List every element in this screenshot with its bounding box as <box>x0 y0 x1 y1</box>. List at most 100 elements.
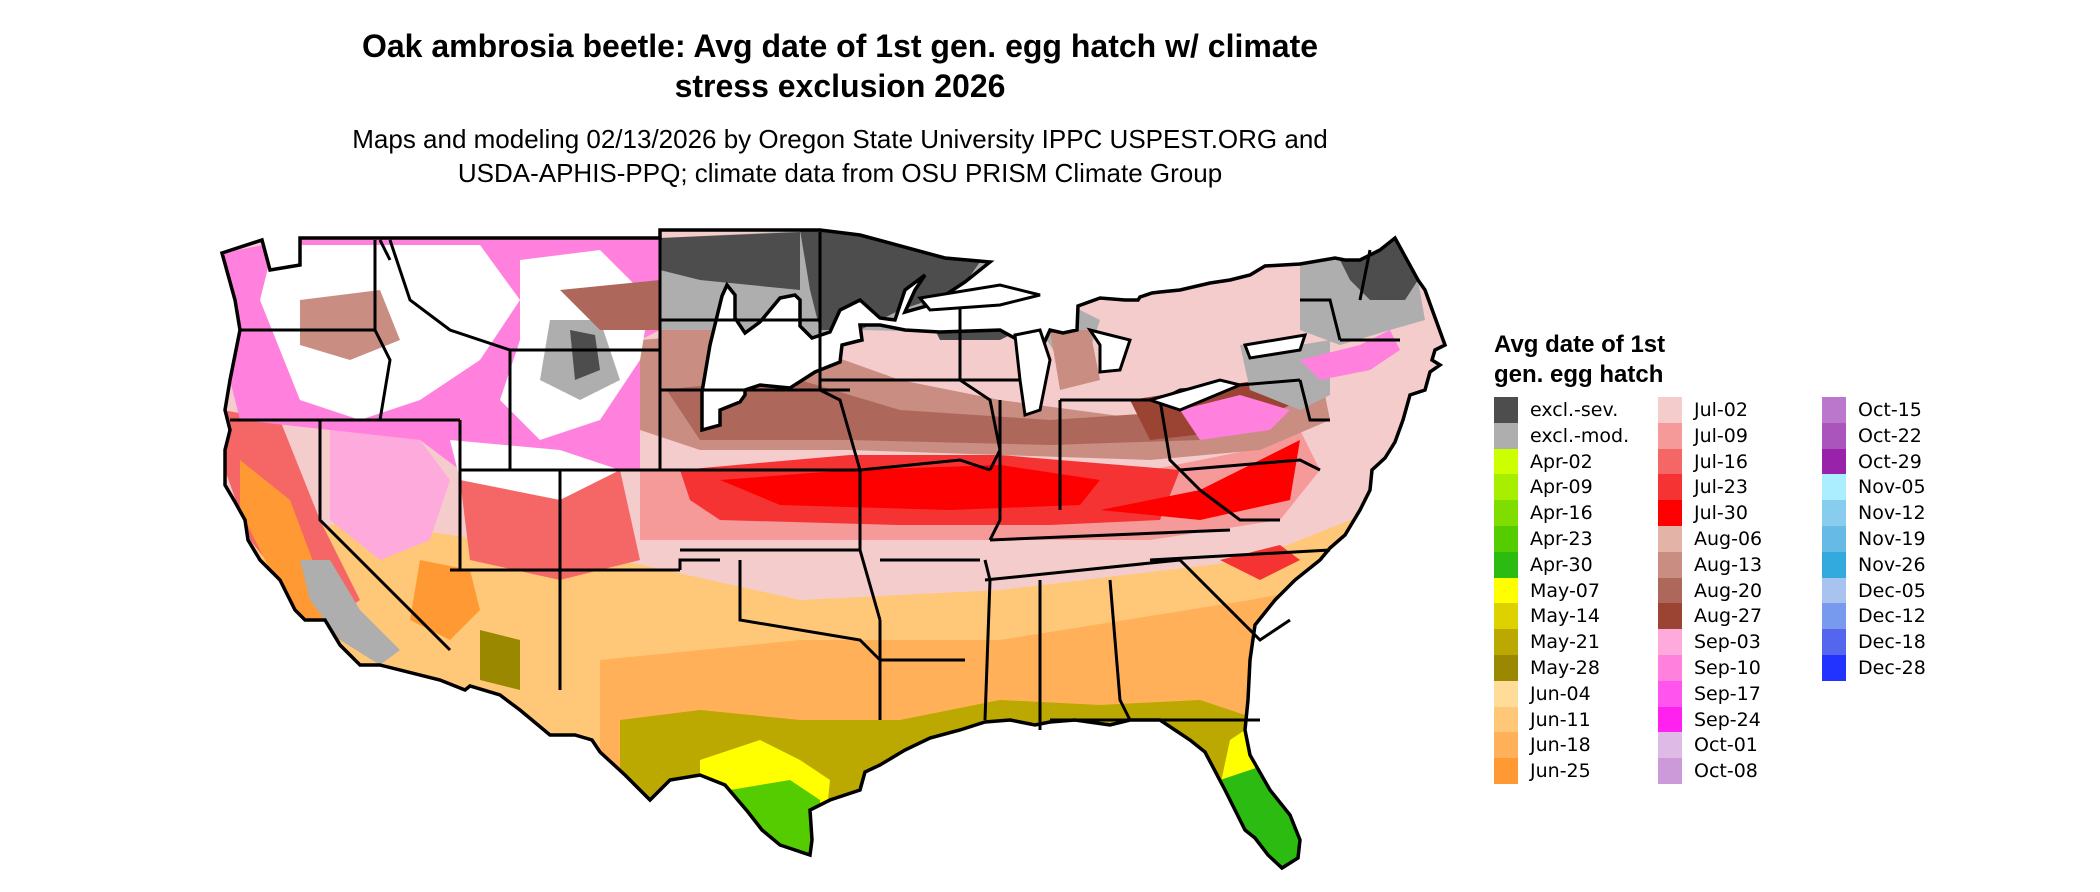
region-dark-gray-minnesota <box>800 230 980 330</box>
legend-label: Oct-15 <box>1858 399 1922 421</box>
legend-label: Apr-23 <box>1530 527 1593 550</box>
legend-swatch <box>1822 629 1846 655</box>
legend-label: Sep-24 <box>1694 708 1761 731</box>
boundary-wv-va <box>1199 488 1280 522</box>
region-green-texas <box>730 780 820 868</box>
boundary-vt-nh <box>1300 298 1342 341</box>
legend-swatch <box>1822 500 1846 526</box>
boundary-idaho-west <box>373 240 392 421</box>
region-pink-nevada <box>330 430 450 560</box>
boundary-ia-ne <box>819 388 862 471</box>
legend-label: Nov-26 <box>1858 553 1926 576</box>
legend-label: Aug-27 <box>1694 605 1763 628</box>
legend-swatch <box>1494 577 1518 604</box>
boundary-wi-mn-il <box>958 300 1002 471</box>
lake-huron <box>1086 327 1132 374</box>
boundary-oh-pa <box>1158 399 1202 492</box>
legend-label: Aug-13 <box>1694 553 1763 576</box>
region-yellow-gulf <box>1090 720 1150 760</box>
legend-swatch <box>1658 448 1682 475</box>
region-olive <box>620 700 1260 868</box>
boundary-tn-south <box>984 558 1181 582</box>
legend-swatch <box>1658 422 1682 449</box>
region-olive-arizona <box>480 630 520 690</box>
legend-label: Aug-06 <box>1694 527 1763 550</box>
map-subtitle: Maps and modeling 02/13/2026 by Oregon S… <box>280 122 1400 190</box>
region-red-southwest <box>460 470 640 580</box>
legend-label: Jul-16 <box>1694 450 1748 473</box>
legend-swatch <box>1822 577 1846 604</box>
lake-superior <box>917 283 1041 312</box>
region-brown-lower-michigan <box>1050 330 1100 390</box>
map-title-line-2: stress exclusion 2026 <box>674 68 1006 104</box>
legend-label: Jun-18 <box>1530 734 1591 757</box>
lake-erie <box>1144 378 1245 412</box>
legend-swatch <box>1494 732 1518 759</box>
legend-label: May-21 <box>1530 631 1600 654</box>
legend-swatch <box>1658 397 1682 423</box>
legend-swatch <box>1822 448 1846 475</box>
legend-swatch <box>1658 680 1682 707</box>
legend-label: Oct-22 <box>1858 424 1922 447</box>
legend-swatch <box>1494 680 1518 707</box>
legend-label: Aug-20 <box>1694 579 1763 602</box>
legend-label: Jul-09 <box>1694 424 1748 447</box>
boundary-ky-tn <box>989 528 1231 542</box>
legend-swatch <box>1494 603 1518 630</box>
legend-label: Oct-29 <box>1858 450 1922 473</box>
boundary-va-md <box>1179 458 1321 472</box>
legend-swatch <box>1822 474 1846 501</box>
great-lakes <box>917 283 1308 417</box>
legend-swatch <box>1494 474 1518 501</box>
legend-label: May-14 <box>1530 605 1600 628</box>
legend-label: Apr-16 <box>1530 502 1593 525</box>
legend-swatch <box>1822 603 1846 630</box>
region-magenta-northeast <box>1300 330 1400 380</box>
legend-label: Jul-23 <box>1694 476 1748 499</box>
legend-title-line-2: gen. egg hatch <box>1494 361 1664 388</box>
map-subtitle-line-2: USDA-APHIS-PPQ; climate data from OSU PR… <box>457 158 1223 188</box>
legend-swatch <box>1822 397 1846 423</box>
lake-michigan <box>1013 328 1052 417</box>
legend-title-line-1: Avg date of 1st <box>1494 331 1666 358</box>
legend-swatch <box>1494 629 1518 655</box>
legend-swatch <box>1494 758 1518 784</box>
legend-swatch <box>1658 525 1682 552</box>
legend-swatch <box>1494 525 1518 552</box>
boundary-ia-mo <box>859 458 991 472</box>
legend-label: Oct-01 <box>1694 734 1758 757</box>
map-title-line-1: Oak ambrosia beetle: Avg date of 1st gen… <box>361 28 1319 64</box>
boundary-il-in <box>988 400 1002 541</box>
legend-label: excl.-mod. <box>1530 424 1630 447</box>
lake-ontario <box>1242 333 1308 360</box>
legend-swatch <box>1658 629 1682 655</box>
legend-swatch <box>1494 422 1518 449</box>
region-red-kentucky <box>1100 440 1300 520</box>
legend-swatch <box>1658 500 1682 526</box>
legend-swatch <box>1822 422 1846 449</box>
legend-swatch <box>1658 474 1682 501</box>
legend-swatch <box>1658 551 1682 578</box>
boundary-al-ga <box>1108 579 1132 721</box>
region-dark-gray-north-dakota <box>660 232 800 290</box>
legend-label: Jun-11 <box>1530 708 1591 731</box>
boundary-nh-me <box>1358 249 1372 301</box>
legend-label: Sep-03 <box>1694 631 1761 654</box>
boundary-tx-panhandle <box>678 558 720 570</box>
region-red-core <box>720 465 1100 510</box>
legend-swatch <box>1494 654 1518 681</box>
region-orange-arizona <box>410 560 480 640</box>
legend-swatch <box>1494 448 1518 475</box>
legend-label: Jul-30 <box>1694 502 1748 525</box>
legend-label: Dec-18 <box>1858 631 1926 654</box>
legend-label: Dec-12 <box>1858 605 1926 628</box>
legend-title: Avg date of 1st gen. egg hatch <box>1494 330 1754 390</box>
legend-label: Oct-08 <box>1694 760 1758 783</box>
legend-swatch <box>1822 551 1846 578</box>
legend-label: Nov-05 <box>1858 476 1926 499</box>
legend-swatch <box>1494 500 1518 526</box>
boundary-nc-sc <box>1149 548 1331 562</box>
legend-label: May-28 <box>1530 656 1600 679</box>
legend-swatch <box>1658 654 1682 681</box>
map-title: Oak ambrosia beetle: Avg date of 1st gen… <box>300 26 1380 106</box>
